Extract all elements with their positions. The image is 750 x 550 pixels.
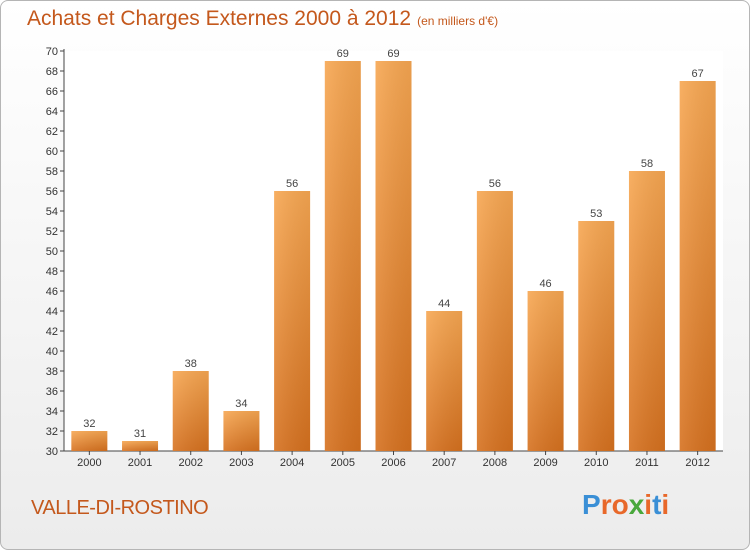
x-tick-label: 2010 <box>584 457 608 469</box>
y-tick-label: 48 <box>46 266 58 278</box>
y-tick-label: 38 <box>46 366 58 378</box>
y-tick-label: 34 <box>46 406 58 418</box>
y-tick-label: 30 <box>46 446 58 458</box>
logo-letter: x <box>628 489 645 520</box>
bar-value-label: 32 <box>83 418 95 430</box>
x-tick-label: 2003 <box>229 457 253 469</box>
bar-value-label: 67 <box>692 68 704 80</box>
y-tick-label: 66 <box>46 86 58 98</box>
chart-title: Achats et Charges Externes 2000 à 2012 <box>27 7 412 30</box>
bar-shade <box>122 441 159 451</box>
y-tick-label: 60 <box>46 146 58 158</box>
bar-shade <box>71 431 108 451</box>
bar-shade <box>527 291 564 451</box>
bar-value-label: 34 <box>235 398 247 410</box>
logo-letter: i <box>661 489 670 520</box>
bar-value-label: 46 <box>539 278 551 290</box>
bar-shade <box>628 171 665 451</box>
bar-value-label: 53 <box>590 208 602 220</box>
bar-value-label: 44 <box>438 298 450 310</box>
x-tick-label: 2001 <box>128 457 152 469</box>
y-tick-label: 54 <box>46 206 58 218</box>
bar-value-label: 69 <box>387 48 399 60</box>
x-tick-label: 2007 <box>432 457 456 469</box>
commune-name: VALLE-DI-ROSTINO <box>31 497 209 519</box>
y-tick-label: 64 <box>46 106 58 118</box>
x-tick-label: 2004 <box>280 457 304 469</box>
y-tick-label: 52 <box>46 226 58 238</box>
y-tick-label: 44 <box>46 306 58 318</box>
logo-letter: t <box>652 489 662 520</box>
logo-letter: P <box>582 489 601 520</box>
y-tick-label: 32 <box>46 426 58 438</box>
bar-shade <box>172 371 209 451</box>
logo-letter: o <box>611 489 629 520</box>
x-tick-label: 2011 <box>635 457 659 469</box>
bar-shade <box>426 311 463 451</box>
x-tick-label: 2012 <box>685 457 709 469</box>
logo-letter: i <box>644 489 653 520</box>
x-tick-label: 2009 <box>533 457 557 469</box>
bar-shade <box>223 411 260 451</box>
y-tick-label: 46 <box>46 286 58 298</box>
bar-value-label: 69 <box>337 48 349 60</box>
bar-shade <box>375 61 412 451</box>
bar-value-label: 31 <box>134 428 146 440</box>
y-tick-label: 70 <box>46 46 58 58</box>
y-tick-label: 42 <box>46 326 58 338</box>
chart-subtitle: (en milliers d'€) <box>417 14 499 28</box>
x-tick-label: 2002 <box>178 457 202 469</box>
y-tick-label: 50 <box>46 246 58 258</box>
x-tick-label: 2000 <box>77 457 101 469</box>
bar-shade <box>274 191 311 451</box>
y-tick-label: 56 <box>46 186 58 198</box>
y-tick-label: 58 <box>46 166 58 178</box>
x-tick-label: 2008 <box>483 457 507 469</box>
y-tick-label: 62 <box>46 126 58 138</box>
logo-letter: r <box>600 489 612 520</box>
bar-shade <box>324 61 361 451</box>
bar-value-label: 56 <box>489 178 501 190</box>
y-tick-label: 36 <box>46 386 58 398</box>
bar-value-label: 38 <box>185 358 197 370</box>
y-tick-label: 40 <box>46 346 58 358</box>
y-tick-label: 68 <box>46 66 58 78</box>
x-tick-label: 2006 <box>381 457 405 469</box>
bar-value-label: 56 <box>286 178 298 190</box>
x-tick-label: 2005 <box>331 457 355 469</box>
proxiti-logo: Proxiti <box>582 489 669 521</box>
chart-title-block: Achats et Charges Externes 2000 à 2012 (e… <box>27 7 498 31</box>
bar-value-label: 58 <box>641 158 653 170</box>
bar-shade <box>679 81 716 451</box>
bar-shade <box>476 191 513 451</box>
bar-shade <box>578 221 615 451</box>
